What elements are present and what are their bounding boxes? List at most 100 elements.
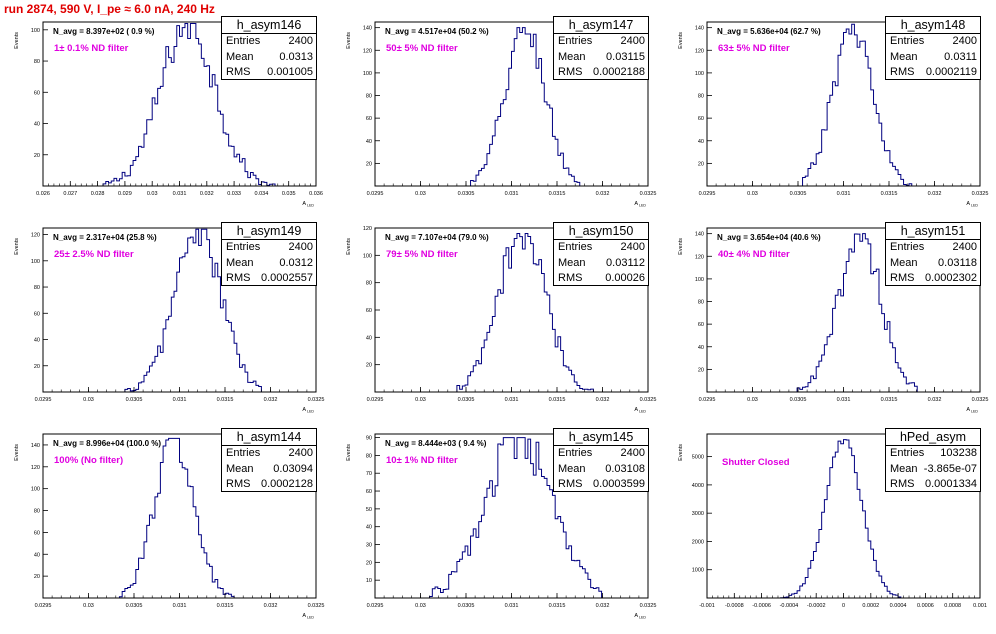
y-tick-label: 140 <box>695 26 704 32</box>
stats-entries-label: Entries <box>226 34 260 50</box>
y-tick-label: 80 <box>366 94 372 100</box>
x-tick-label: 0.0305 <box>790 397 807 403</box>
histogram-name: h_asym150 <box>554 223 648 240</box>
histogram-bin <box>528 34 531 186</box>
histogram-bin <box>517 28 520 186</box>
histogram-bin <box>185 469 188 598</box>
navg-label: N_avg = 7.107e+04 (79.0 %) <box>385 233 489 242</box>
histogram-bin <box>580 567 583 598</box>
stats-entries-value: 2400 <box>621 240 645 256</box>
stats-mean-label: Mean <box>558 50 586 66</box>
histogram-bin <box>512 51 515 186</box>
stats-rms-label: RMS <box>226 271 250 287</box>
x-tick-label: 0.0325 <box>640 191 657 197</box>
stats-entries-label: Entries <box>226 240 260 256</box>
y-tick-label: 20 <box>698 367 704 373</box>
histogram-bin <box>844 33 847 186</box>
histogram-bin <box>528 236 531 392</box>
stats-mean-label: Mean <box>890 462 918 478</box>
x-axis-title-subscript: LED <box>639 204 646 208</box>
histogram-bin <box>185 24 188 186</box>
histogram-name: h_asym145 <box>554 429 648 446</box>
stats-mean-label: Mean <box>226 462 254 478</box>
x-tick-label: 0.031 <box>837 191 851 197</box>
histogram-bin <box>854 35 857 186</box>
histogram-bin <box>544 102 547 186</box>
x-tick-label: 0.0325 <box>640 603 657 609</box>
histogram-bin <box>166 320 169 392</box>
y-axis-title: Events <box>346 444 352 461</box>
histogram-bin <box>819 152 822 186</box>
filter-label: 63± 5% ND filter <box>718 43 790 54</box>
stats-mean-value: 0.03118 <box>938 256 977 272</box>
x-tick-label: -0.001 <box>699 603 715 609</box>
histogram-bin <box>180 462 183 598</box>
x-tick-label: 0.027 <box>63 191 77 197</box>
histogram-bin <box>854 234 857 392</box>
stats-rms-label: RMS <box>890 65 914 81</box>
histogram-bin <box>492 496 495 598</box>
histogram-bin <box>547 486 550 598</box>
histogram-bin <box>857 47 860 186</box>
x-axis-title: ALED <box>634 407 646 414</box>
stats-mean-value: 0.0312 <box>279 256 313 272</box>
x-tick-label: 0.034 <box>255 191 269 197</box>
y-axis-title: Events <box>14 444 20 461</box>
y-tick-label: 60 <box>698 322 704 328</box>
histogram-bin <box>865 56 868 186</box>
y-tick-label: 90 <box>366 436 372 442</box>
x-axis-title-subscript: LED <box>971 410 978 414</box>
x-tick-label: 0.0315 <box>217 397 234 403</box>
histogram-bin <box>229 146 232 186</box>
y-tick-label: 70 <box>366 471 372 477</box>
histogram-bin <box>141 558 144 598</box>
x-tick-label: 0.032 <box>928 397 942 403</box>
x-tick-label: 0.031 <box>505 397 519 403</box>
histogram-bin <box>522 249 525 392</box>
histogram-bin <box>574 561 577 598</box>
histogram-bin <box>171 438 174 598</box>
filter-label: 1± 0.1% ND filter <box>54 43 128 54</box>
x-axis-title-subscript: LED <box>639 410 646 414</box>
y-tick-label: 60 <box>34 311 40 317</box>
y-tick-label: 80 <box>34 285 40 291</box>
histogram-bin <box>906 384 909 392</box>
x-tick-label: 0.0325 <box>972 191 989 197</box>
x-tick-label: 0.031 <box>837 397 851 403</box>
stats-mean-label: Mean <box>558 256 586 272</box>
histogram-bin <box>199 44 202 186</box>
histogram-bin <box>533 475 536 598</box>
stats-mean-label: Mean <box>558 462 586 478</box>
histogram-bin <box>841 444 844 598</box>
histogram-bin <box>229 322 232 392</box>
y-axis-title: Events <box>678 32 684 49</box>
histogram-bin <box>874 104 877 186</box>
histogram-bin <box>884 329 887 392</box>
stats-entries-value: 2400 <box>953 240 977 256</box>
y-tick-label: 4000 <box>692 483 704 489</box>
histogram-bin <box>555 347 558 392</box>
stats-mean-label: Mean <box>890 256 918 272</box>
y-tick-label: 100 <box>363 71 372 77</box>
stats-mean-value: 0.03108 <box>605 462 645 478</box>
y-tick-label: 60 <box>366 489 372 495</box>
navg-label: N_avg = 8.397e+02 ( 0.9 %) <box>53 27 154 36</box>
x-tick-label: 0.03 <box>83 397 94 403</box>
stats-rms-value: 0.0003599 <box>593 477 645 493</box>
stats-mean-label: Mean <box>890 50 918 66</box>
histogram-bin <box>514 39 517 186</box>
histogram-bin <box>188 38 191 186</box>
filter-label: 25± 2.5% ND filter <box>54 249 134 260</box>
x-tick-label: 0.0305 <box>126 397 143 403</box>
histogram-bin <box>250 383 253 392</box>
histogram-bin <box>218 588 221 598</box>
y-tick-label: 50 <box>366 507 372 513</box>
histogram-bin <box>152 362 155 392</box>
